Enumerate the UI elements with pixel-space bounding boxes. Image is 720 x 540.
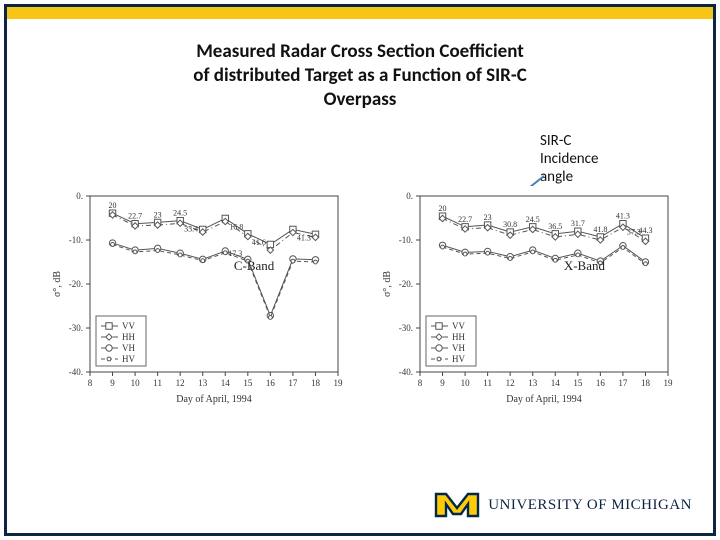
svg-text:14: 14	[551, 378, 561, 388]
svg-text:9: 9	[110, 378, 115, 388]
svg-text:HV: HV	[452, 354, 465, 364]
svg-text:16: 16	[266, 378, 276, 388]
svg-text:15: 15	[243, 378, 253, 388]
svg-text:8: 8	[88, 378, 93, 388]
svg-text:24.5: 24.5	[526, 215, 540, 224]
svg-text:22.7: 22.7	[458, 215, 472, 224]
svg-text:-30.: -30.	[399, 323, 413, 333]
svg-text:HH: HH	[122, 332, 135, 342]
svg-text:19: 19	[334, 378, 344, 388]
svg-text:11: 11	[153, 378, 162, 388]
svg-text:HV: HV	[122, 354, 135, 364]
umich-logo: UNIVERSITY OF MICHIGAN	[434, 488, 692, 522]
svg-text:-40.: -40.	[69, 367, 83, 377]
svg-text:17: 17	[618, 378, 628, 388]
svg-text:16: 16	[596, 378, 606, 388]
svg-text:13: 13	[528, 378, 538, 388]
svg-text:-20.: -20.	[399, 279, 413, 289]
slide-title: Measured Radar Cross Section Coefficient…	[0, 40, 720, 111]
svg-text:10: 10	[461, 378, 471, 388]
svg-text:σ°, dB: σ°, dB	[52, 271, 63, 297]
svg-text:23: 23	[484, 213, 492, 222]
svg-text:17: 17	[288, 378, 298, 388]
svg-text:VH: VH	[122, 343, 135, 353]
svg-text:-10.: -10.	[399, 235, 413, 245]
block-m-icon	[434, 488, 480, 522]
svg-text:18: 18	[311, 378, 321, 388]
svg-text:24.5: 24.5	[173, 209, 187, 218]
svg-text:VH: VH	[452, 343, 465, 353]
logo-text: UNIVERSITY OF MICHIGAN	[488, 497, 692, 514]
svg-text:41.3: 41.3	[297, 233, 311, 242]
cband-chart: 8 9 10 11 12 13 14 15 16 17 18 19 -40. -30. -20. -10. 0.…	[48, 186, 348, 406]
gold-top-band	[7, 7, 713, 19]
svg-text:17.3: 17.3	[228, 249, 242, 258]
svg-text:HH: HH	[452, 332, 465, 342]
svg-text:41.8: 41.8	[593, 225, 607, 234]
svg-text:12: 12	[176, 378, 185, 388]
svg-text:Day of April, 1994: Day of April, 1994	[176, 394, 252, 405]
svg-text:20: 20	[109, 201, 117, 210]
svg-text:36.5: 36.5	[548, 222, 562, 231]
svg-text:22.7: 22.7	[128, 212, 142, 221]
svg-text:13: 13	[198, 378, 208, 388]
svg-text:18: 18	[641, 378, 651, 388]
svg-text:11: 11	[483, 378, 492, 388]
svg-text:31.7: 31.7	[571, 219, 585, 228]
svg-text:30.8: 30.8	[503, 220, 517, 229]
svg-text:12: 12	[506, 378, 515, 388]
svg-text:44.3: 44.3	[638, 226, 652, 235]
svg-text:X-Band: X-Band	[564, 258, 606, 273]
svg-text:16.8: 16.8	[229, 222, 243, 231]
svg-text:19: 19	[664, 378, 674, 388]
title-line-3: Overpass	[324, 88, 397, 111]
svg-text:VV: VV	[122, 321, 135, 331]
xband-chart: 8 9 10 11 12 13 14 15 16 17 18 19 -40. -30. -20. -10. 0.…	[378, 186, 678, 406]
svg-text:-30.: -30.	[69, 323, 83, 333]
svg-text:VV: VV	[452, 321, 465, 331]
svg-text:20: 20	[439, 204, 447, 213]
svg-text:41.3: 41.3	[616, 212, 630, 221]
svg-text:0.: 0.	[406, 191, 413, 201]
svg-text:-20.: -20.	[69, 279, 83, 289]
title-line-2: of distributed Target as a Function of S…	[193, 64, 527, 87]
svg-text:14: 14	[221, 378, 231, 388]
svg-text:33.4: 33.4	[184, 225, 198, 234]
svg-text:10: 10	[131, 378, 141, 388]
svg-text:8: 8	[418, 378, 423, 388]
svg-text:Day of April, 1994: Day of April, 1994	[506, 394, 582, 405]
svg-text:23: 23	[154, 210, 162, 219]
svg-text:0.: 0.	[76, 191, 83, 201]
svg-text:σ°, dB: σ°, dB	[382, 271, 393, 297]
svg-text:15: 15	[573, 378, 583, 388]
svg-text:C-Band: C-Band	[234, 258, 275, 273]
svg-text:41.6: 41.6	[252, 238, 266, 247]
title-line-1: Measured Radar Cross Section Coefficient	[196, 40, 524, 63]
svg-text:-10.: -10.	[69, 235, 83, 245]
svg-text:9: 9	[440, 378, 445, 388]
svg-text:-40.: -40.	[399, 367, 413, 377]
